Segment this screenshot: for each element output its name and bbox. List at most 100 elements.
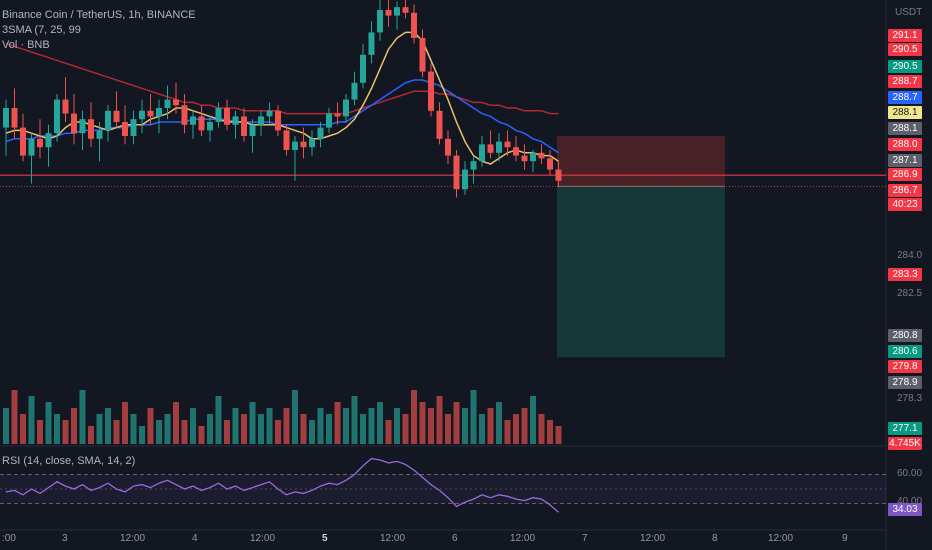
candle-body xyxy=(215,108,222,122)
candle-body xyxy=(385,10,392,16)
volume-bar xyxy=(3,408,9,444)
price-tag: 278.9 xyxy=(888,376,922,389)
ma-legend[interactable]: 3SMA (7, 25, 99 xyxy=(2,24,81,36)
candle-body xyxy=(275,110,281,131)
volume-legend[interactable]: Vol · BNB xyxy=(2,39,50,51)
candle-body xyxy=(28,138,35,156)
rsi-line xyxy=(5,457,559,513)
candle-body xyxy=(71,113,77,134)
ma99-line xyxy=(5,42,559,115)
currency-label: USDT xyxy=(895,7,923,18)
candle-body xyxy=(164,99,171,108)
price-tag: 288.0 xyxy=(888,138,922,151)
rsi-legend[interactable]: RSI (14, close, SMA, 14, 2) xyxy=(2,455,136,467)
volume-bar xyxy=(462,408,468,444)
volume-bar xyxy=(360,414,366,444)
volume-bar xyxy=(139,426,145,444)
volume-bar xyxy=(224,420,230,444)
candle-body xyxy=(113,110,120,122)
volume-bar xyxy=(105,408,111,444)
volume-bar xyxy=(249,402,256,444)
volume-bar xyxy=(309,420,315,444)
time-axis-label: 12:00 xyxy=(768,533,794,544)
time-axis-label: 12:00 xyxy=(250,533,276,544)
candle-body xyxy=(173,99,179,106)
price-tag: 279.8 xyxy=(888,360,922,373)
price-tag: 4.745K xyxy=(888,437,922,450)
volume-bar xyxy=(513,414,519,444)
volume-bar xyxy=(266,408,273,444)
candle-body xyxy=(343,99,349,117)
volume-bar xyxy=(538,414,545,444)
time-axis-label: 7 xyxy=(582,533,588,544)
volume-bar xyxy=(283,408,290,444)
price-tag: 288.1 xyxy=(888,106,922,119)
candle-body xyxy=(334,113,341,117)
candle-body xyxy=(62,99,69,114)
candle-body xyxy=(156,108,162,117)
volume-bar xyxy=(113,420,120,444)
candle-body xyxy=(317,127,324,139)
price-tag: 288.7 xyxy=(888,91,922,104)
volume-bar xyxy=(11,390,18,444)
volume-bar xyxy=(292,390,298,444)
price-tag: 290.5 xyxy=(888,60,922,73)
rsi-upper-label: 60.00 xyxy=(897,468,923,479)
volume-bar xyxy=(20,414,26,444)
volume-bar xyxy=(385,420,392,444)
candle-body xyxy=(504,141,511,148)
time-axis-label: 12:00 xyxy=(120,533,146,544)
volume-bar xyxy=(368,408,375,444)
candle-body xyxy=(20,127,26,156)
volume-bar xyxy=(334,402,341,444)
candle-body xyxy=(190,116,196,125)
volume-bar xyxy=(88,426,94,444)
volume-bar xyxy=(547,420,553,444)
volume-bar xyxy=(173,402,179,444)
price-tag: 291.1 xyxy=(888,29,922,42)
rsi-value-tag: 34.03 xyxy=(888,503,922,516)
candle-body xyxy=(105,110,111,131)
candle-body xyxy=(198,116,205,131)
volume-bar xyxy=(521,408,528,444)
candle-body xyxy=(436,110,443,139)
candle-body xyxy=(122,122,128,136)
price-tag: 280.6 xyxy=(888,345,922,358)
take-profit-zone xyxy=(557,186,725,358)
time-axis-label: 12:00 xyxy=(640,533,666,544)
candle-body xyxy=(479,144,485,162)
volume-bar xyxy=(37,420,43,444)
rsi-band xyxy=(0,474,886,504)
candle-body xyxy=(547,158,553,170)
candle-body xyxy=(326,113,332,128)
candle-body xyxy=(428,71,434,111)
volume-bar xyxy=(275,420,281,444)
time-axis-label: 4 xyxy=(192,533,198,544)
volume-bar xyxy=(436,396,443,444)
volume-bar xyxy=(28,396,35,444)
candle-body xyxy=(513,147,519,156)
volume-bar xyxy=(96,414,103,444)
candle-body xyxy=(351,82,358,100)
volume-bar xyxy=(215,396,222,444)
rsi-lower-label: 40.00 xyxy=(897,496,923,507)
price-tag: 280.8 xyxy=(888,329,922,342)
price-tag: 277.1 xyxy=(888,422,922,435)
price-tag: 290.5 xyxy=(888,43,922,56)
volume-bar xyxy=(496,402,502,444)
candle-body xyxy=(207,122,213,131)
time-axis-label: 5 xyxy=(322,533,328,544)
candle-body xyxy=(45,133,52,148)
volume-bar xyxy=(207,414,213,444)
volume-bar xyxy=(394,408,400,444)
candle-body xyxy=(232,116,239,125)
price-axis-label: 278.3 xyxy=(897,393,923,404)
candle-body xyxy=(181,105,188,125)
candle-body xyxy=(309,138,315,148)
volume-bar xyxy=(453,402,460,444)
candle-body xyxy=(360,54,366,83)
candle-body xyxy=(453,155,460,190)
candle-body xyxy=(79,119,86,134)
